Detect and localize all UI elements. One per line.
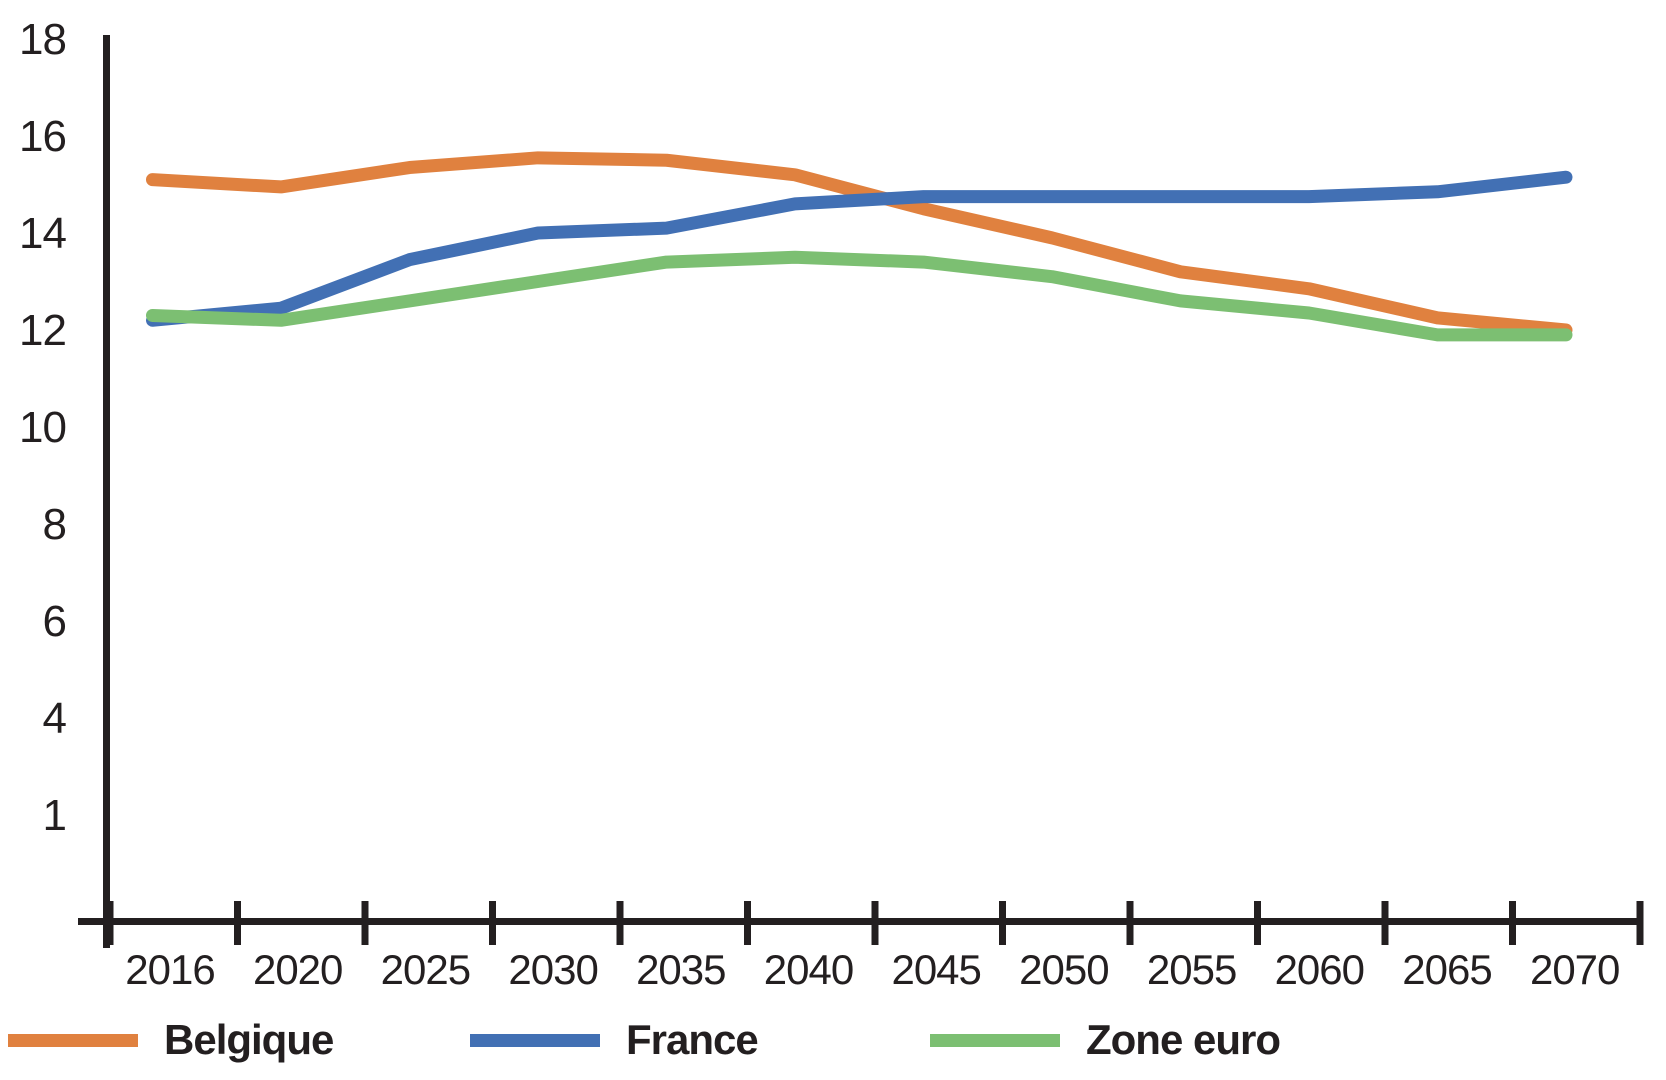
x-tick-label: 2060 [1275, 946, 1364, 993]
legend-label-belgique: Belgique [164, 1016, 334, 1063]
legend-label-france: France [626, 1016, 759, 1063]
x-tick-label: 2035 [636, 946, 725, 993]
x-tick-label: 2030 [508, 946, 597, 993]
y-tick-label: 12 [19, 306, 66, 355]
y-tick-label: 18 [19, 15, 66, 64]
x-tick-label: 2065 [1402, 946, 1491, 993]
series-line-zone-euro [146, 250, 1573, 342]
legend-item-zone-euro: Zone euro [930, 1012, 1281, 1068]
y-tick-label: 4 [43, 694, 67, 743]
legend-swatch-belgique [8, 1033, 138, 1047]
x-tick-label: 2040 [764, 946, 853, 993]
x-tick-label: 2070 [1530, 946, 1619, 993]
x-tick-label: 2050 [1019, 946, 1108, 993]
y-tick-label: 1 [43, 791, 66, 840]
legend-swatch-zone-euro [930, 1033, 1060, 1047]
y-tick-label: 14 [19, 209, 66, 258]
x-tick-label: 2055 [1147, 946, 1236, 993]
x-tick-label: 2025 [381, 946, 470, 993]
x-tick-label: 2020 [253, 946, 342, 993]
y-tick-label: 10 [19, 403, 66, 452]
y-tick-label: 6 [43, 597, 66, 646]
series-line-belgique [146, 151, 1573, 337]
x-tick-label: 2016 [125, 946, 214, 993]
legend-item-belgique: Belgique [8, 1012, 334, 1068]
legend-label-zone-euro: Zone euro [1086, 1016, 1281, 1063]
x-tick-label: 2045 [891, 946, 980, 993]
legend-item-france: France [470, 1012, 759, 1068]
y-tick-label: 16 [19, 112, 66, 161]
y-tick-label: 8 [43, 500, 66, 549]
legend-swatch-france [470, 1033, 600, 1047]
series-line-france [146, 170, 1573, 327]
legend: Belgique France Zone euro [0, 1012, 1666, 1068]
